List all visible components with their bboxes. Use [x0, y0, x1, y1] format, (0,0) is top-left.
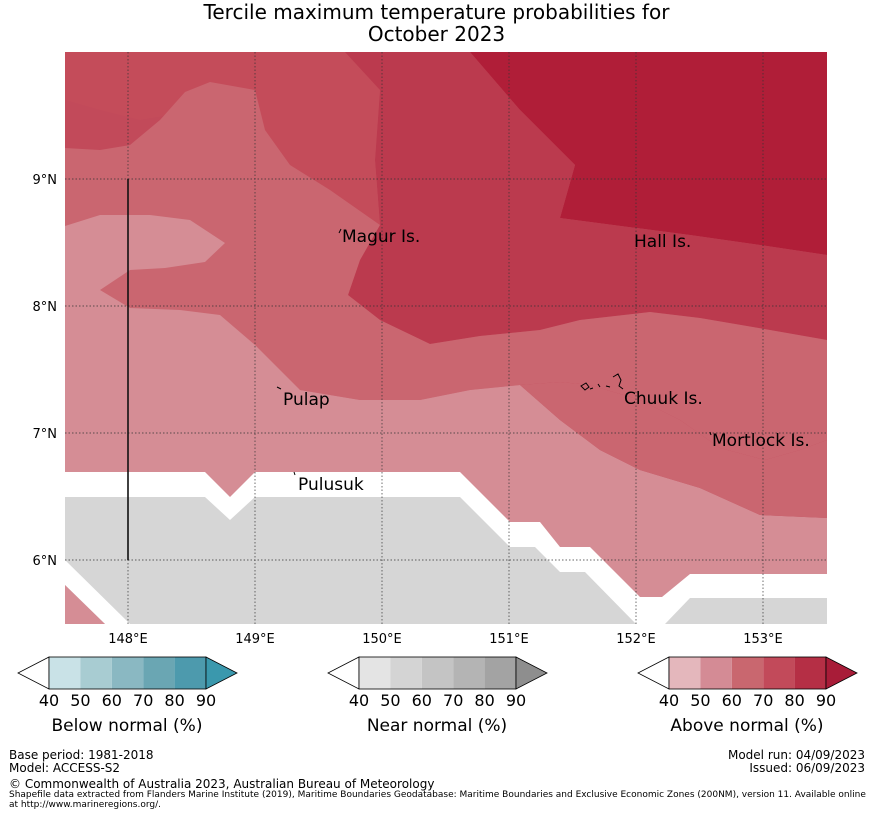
legend-below-swatch-40 — [49, 657, 81, 689]
legend-near-swatch-50 — [390, 657, 422, 689]
legend-below-tick-90: 90 — [196, 691, 216, 710]
x-axis: 148°E 149°E 150°E 151°E 152°E 153°E — [108, 632, 783, 647]
zone-near-normal — [65, 497, 636, 624]
legend-below-low-extend — [17, 656, 50, 690]
x-tick-151: 151°E — [489, 632, 529, 647]
copyright: © Commonwealth of Australia 2023, Austra… — [9, 777, 435, 791]
legend-near-label: Near normal (%) — [366, 716, 508, 736]
zone-above-60b — [65, 82, 827, 460]
legend-above-tick-60: 60 — [722, 691, 742, 710]
zone-above-80 — [65, 52, 827, 344]
y-tick-8n: 8°N — [33, 300, 58, 315]
eez-boundary-corner — [65, 560, 130, 624]
legend-near-swatch-80 — [484, 657, 516, 689]
legend-near-tick-40: 40 — [349, 691, 369, 710]
zone-above-90 — [470, 52, 827, 255]
legend-above-swatch-70 — [763, 657, 795, 689]
legend-above-high-extend — [825, 656, 858, 690]
legend-below-tick-70: 70 — [133, 691, 153, 710]
x-tick-149: 149°E — [235, 632, 275, 647]
base-period: Base period: 1981-2018 — [9, 748, 154, 762]
legend-near-tick-50: 50 — [380, 691, 400, 710]
legend-near-tick-70: 70 — [443, 691, 463, 710]
mortlock-island-mark — [709, 431, 712, 436]
place-chuuk: Chuuk Is. — [624, 389, 703, 409]
legend-above-swatch-40 — [669, 657, 701, 689]
legend-near-swatch-70 — [453, 657, 485, 689]
place-pulusuk: Pulusuk — [298, 475, 364, 495]
legend-near-tick-60: 60 — [412, 691, 432, 710]
place-labels: Magur Is. Hall Is. Pulap Chuuk Is. Mortl… — [283, 227, 810, 495]
island-marks — [276, 228, 712, 476]
map-title-line1: Tercile maximum temperature probabilitie… — [203, 0, 670, 24]
x-tick-153: 153°E — [743, 632, 783, 647]
place-mortlock: Mortlock Is. — [712, 431, 810, 451]
zone-near-normal-right — [665, 598, 827, 624]
legend-below-swatch-50 — [80, 657, 112, 689]
legend-below-tick-40: 40 — [39, 691, 59, 710]
legend-below-label: Below normal (%) — [51, 716, 203, 736]
legend-above-tick-90: 90 — [816, 691, 836, 710]
model-run: Model run: 04/09/2023 — [727, 748, 865, 762]
legend-above-swatch-80 — [794, 657, 826, 689]
legends: 40 50 60 70 80 90 40 50 60 70 80 90 40 50 60 70 80 90 — [17, 656, 858, 710]
issued-date: Issued: 06/09/2023 — [749, 761, 865, 775]
legend-above-tick-50: 50 — [690, 691, 710, 710]
legend-above-tick-40: 40 — [659, 691, 679, 710]
legend-above-low-extend — [637, 656, 670, 690]
place-hall: Hall Is. — [634, 232, 691, 252]
legend-below-high-extend — [205, 656, 238, 690]
legend-below-tick-50: 50 — [70, 691, 90, 710]
shapefile-credit: Shapefile data extracted from Flanders M… — [9, 790, 866, 810]
legend-above: 40 50 60 70 80 90 — [637, 656, 858, 710]
legend-above-tick-70: 70 — [753, 691, 773, 710]
legend-near-tick-80: 80 — [474, 691, 494, 710]
y-tick-7n: 7°N — [33, 427, 58, 442]
legend-above-swatch-50 — [700, 657, 732, 689]
legend-near-low-extend — [327, 656, 360, 690]
legend-above-swatch-60 — [731, 657, 764, 689]
map-area — [65, 52, 827, 624]
legend-below-swatch-60 — [111, 657, 144, 689]
legend-near: 40 50 60 70 80 90 — [327, 656, 548, 710]
place-magur: Magur Is. — [342, 227, 420, 247]
legend-below-swatch-80 — [174, 657, 206, 689]
chuuk-lagoon-mark — [580, 373, 624, 391]
x-tick-148: 148°E — [108, 632, 148, 647]
legend-near-swatch-40 — [359, 657, 391, 689]
pulusuk-island-mark — [293, 471, 296, 476]
map-title-line2: October 2023 — [367, 22, 506, 46]
y-axis: 9°N 8°N 7°N 6°N — [33, 173, 58, 569]
legend-below-tick-80: 80 — [164, 691, 184, 710]
legend-near-swatch-60 — [421, 657, 454, 689]
zone-above-50-corner — [65, 585, 105, 624]
legend-below: 40 50 60 70 80 90 — [17, 656, 238, 710]
model-name: Model: ACCESS-S2 — [9, 761, 121, 775]
legend-near-tick-90: 90 — [506, 691, 526, 710]
y-tick-9n: 9°N — [33, 173, 58, 188]
legend-below-swatch-70 — [143, 657, 175, 689]
zone-above-60c — [520, 382, 827, 518]
x-tick-150: 150°E — [362, 632, 402, 647]
y-tick-6n: 6°N — [33, 554, 58, 569]
gridlines — [65, 52, 827, 624]
pulap-island-mark — [276, 386, 282, 390]
magur-island-mark — [338, 228, 342, 234]
legend-above-label: Above normal (%) — [670, 716, 824, 736]
x-tick-152: 152°E — [616, 632, 656, 647]
place-pulap: Pulap — [283, 390, 330, 410]
legend-below-tick-60: 60 — [102, 691, 122, 710]
legend-near-high-extend — [515, 656, 548, 690]
legend-above-tick-80: 80 — [784, 691, 804, 710]
